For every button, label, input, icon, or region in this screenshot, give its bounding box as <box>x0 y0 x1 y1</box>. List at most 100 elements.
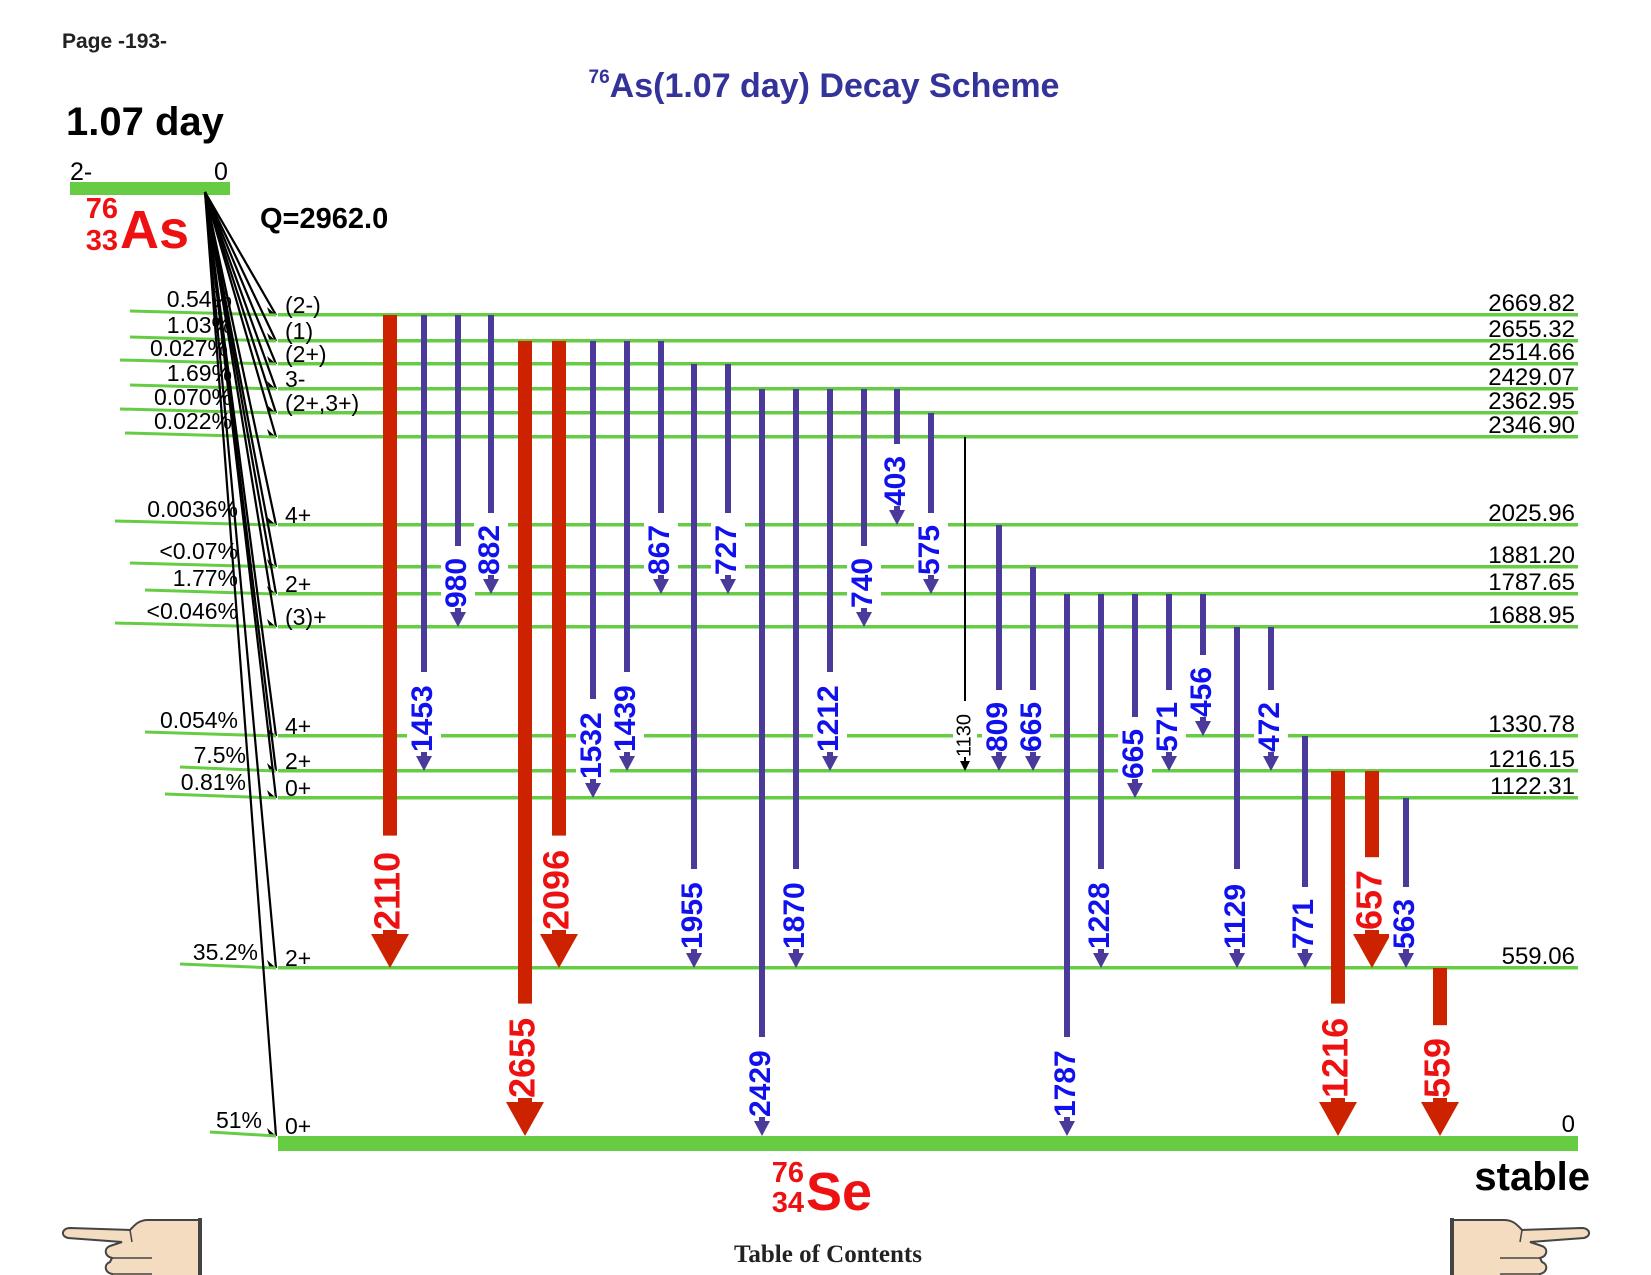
beta-branch-1 <box>204 191 277 342</box>
daughter-mass-number: 76 <box>772 1157 804 1189</box>
beta-branch-0 <box>204 191 277 316</box>
level-line-3 <box>278 387 1578 391</box>
beta-feed-line-4 <box>119 407 277 415</box>
gamma-transition-1216-28: 1216 <box>1315 771 1358 1136</box>
parent-spin: 2- <box>70 158 92 186</box>
level-energy-1330-78: 1330.78 <box>1488 711 1575 738</box>
beta-intensity-0-81-: 0.81% <box>181 769 246 795</box>
level-energy-2669-82: 2669.82 <box>1488 290 1575 317</box>
gamma-label-backdrop <box>677 869 711 949</box>
title-mass-number: 76 <box>589 67 610 88</box>
level-energy-2655-32: 2655.32 <box>1488 316 1575 343</box>
gamma-shaft <box>1403 798 1409 954</box>
gamma-label-backdrop <box>1016 690 1050 752</box>
beta-feed-line-13 <box>179 962 277 970</box>
level-energy-2514-66: 2514.66 <box>1488 339 1575 366</box>
gamma-shaft <box>421 315 427 757</box>
level-line-10 <box>278 734 1578 738</box>
gamma-shaft <box>624 341 630 757</box>
gamma-arrowhead <box>483 579 499 594</box>
gamma-shaft <box>996 525 1002 757</box>
beta-intensity-35-2-: 35.2% <box>193 939 258 965</box>
beta-branch-3 <box>203 191 278 390</box>
gamma-label-backdrop <box>1318 1003 1358 1098</box>
level-spin-8: 2+ <box>285 571 311 597</box>
gamma-energy-label: 456 <box>1185 667 1218 717</box>
gamma-energy-label: 2429 <box>744 1050 777 1117</box>
gamma-arrowhead <box>1421 1102 1459 1136</box>
gamma-shaft <box>1064 594 1070 1122</box>
gamma-transition-559-31: 559 <box>1417 968 1460 1136</box>
gamma-energy-label: 472 <box>1253 702 1286 752</box>
beta-branch-14 <box>203 191 278 1137</box>
beta-intensity--0-07-: <0.07% <box>159 538 238 564</box>
table-of-contents-link[interactable]: Table of Contents <box>734 1241 922 1268</box>
gamma-label-backdrop <box>1352 857 1392 930</box>
gamma-label-backdrop <box>1118 717 1152 779</box>
gamma-label-backdrop <box>1152 690 1186 752</box>
gamma-label-backdrop <box>610 672 644 752</box>
gamma-label-backdrop <box>914 513 948 575</box>
beta-feed-line-3 <box>129 383 277 391</box>
beta-intensity-0-022-: 0.022% <box>154 408 232 434</box>
gamma-shaft <box>488 315 494 580</box>
beta-feed-line-14 <box>209 1130 277 1138</box>
pointing-hand-right-icon[interactable] <box>1450 1218 1590 1275</box>
level-spin-4: (2+,3+) <box>285 390 359 416</box>
level-line-9 <box>278 625 1578 629</box>
gamma-label-backdrop <box>779 869 813 949</box>
level-energy-1122-31: 1122.31 <box>1490 773 1575 800</box>
gamma-energy-label: 1955 <box>676 882 709 949</box>
gamma-transition-1212-13: 1212 <box>812 389 847 771</box>
gamma-energy-label: 980 <box>440 558 473 608</box>
beta-branch-2 <box>203 191 278 365</box>
parent-half-life: 1.07 day <box>66 100 225 144</box>
gamma-energy-label: 1216 <box>1315 1018 1356 1098</box>
gamma-label-backdrop <box>576 699 610 779</box>
level-spin-13: 2+ <box>285 945 311 971</box>
level-spin-12: 0+ <box>285 775 311 801</box>
gamma-energy-label: 2096 <box>536 850 577 930</box>
level-spin-14: 0+ <box>285 1113 311 1139</box>
gamma-transition-1787-20: 1787 <box>1049 594 1084 1136</box>
gamma-energy-label: 665 <box>1015 702 1048 752</box>
gamma-arrowhead <box>1319 1102 1357 1136</box>
gamma-shaft <box>455 315 461 613</box>
gamma-transition-2429-11: 2429 <box>744 389 779 1136</box>
gamma-shaft <box>1166 594 1172 757</box>
gamma-transition-1955-9: 1955 <box>676 364 711 968</box>
gamma-arrowhead <box>686 953 702 968</box>
gamma-arrowhead <box>1127 783 1143 798</box>
gamma-transition-2655-4: 2655 <box>502 341 545 1136</box>
beta-intensity--0-046-: <0.046% <box>147 598 238 624</box>
parent-level-line <box>70 182 230 195</box>
beta-intensity-1-77-: 1.77% <box>173 565 238 591</box>
gamma-label-backdrop <box>441 546 475 608</box>
gamma-transition-563-30: 563 <box>1388 798 1423 968</box>
gamma-arrowhead <box>540 934 578 968</box>
gamma-energy-label: 559 <box>1417 1038 1458 1098</box>
gamma-label-backdrop <box>1220 869 1254 949</box>
level-line-14 <box>278 1136 1578 1151</box>
level-spin-3: 3- <box>285 366 305 392</box>
gamma-energy-label: 1129 <box>1219 884 1252 949</box>
gamma-energy-label: 571 <box>1151 702 1184 752</box>
gamma-transition-575-16: 575 <box>913 413 948 594</box>
gamma-shaft <box>658 341 664 580</box>
gamma-shaft <box>793 389 799 954</box>
gamma-transition-665-22: 665 <box>1117 594 1152 798</box>
pointing-hand-left-icon[interactable] <box>62 1218 202 1275</box>
level-line-4 <box>278 411 1578 415</box>
level-energy-1216-15: 1216.15 <box>1488 746 1575 773</box>
title-text: As(1.07 day) Decay Scheme <box>610 67 1060 105</box>
beta-intensity-0-0036-: 0.0036% <box>147 496 238 522</box>
gamma-label-backdrop <box>847 546 881 608</box>
gamma-energy-label: 1212 <box>812 685 845 752</box>
gamma-arrowhead <box>754 1121 770 1136</box>
gamma-label-backdrop <box>644 513 678 575</box>
level-line-0 <box>278 313 1578 317</box>
gamma-transition-665-19: 665 <box>1015 567 1050 771</box>
levels-layer: 2669.82 (2-) 2655.32 (1) 2514.66 (2+) 2429.07 3… <box>278 290 1578 1151</box>
gamma-transition-1130-17: 1130 <box>953 437 977 771</box>
